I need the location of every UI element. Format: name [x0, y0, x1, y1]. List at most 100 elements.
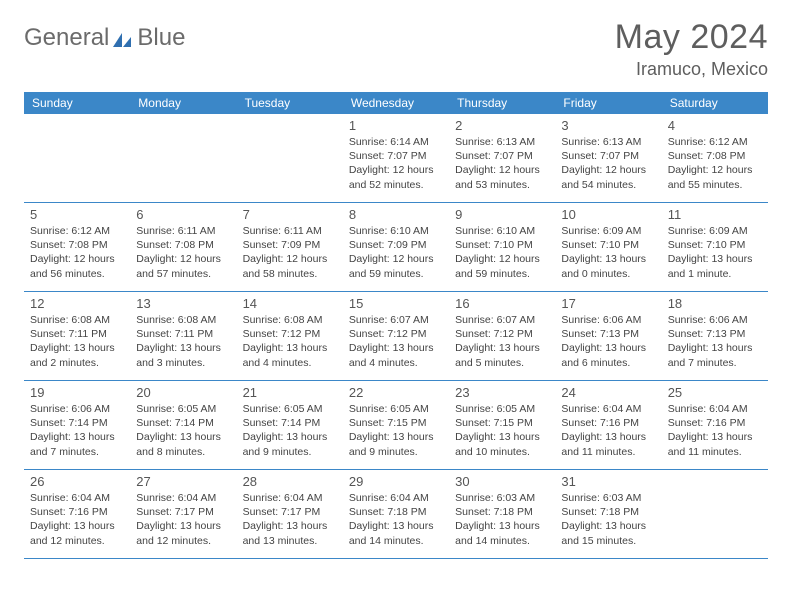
day-cell: 25 Sunrise: 6:04 AMSunset: 7:16 PMDayligh…	[662, 381, 768, 469]
day-cell: 31Sunrise: 6:03 AMSunset: 7:18 PMDayligh…	[555, 470, 661, 558]
day-number: 30	[455, 474, 549, 489]
day-number: 8	[349, 207, 443, 222]
day-number: 29	[349, 474, 443, 489]
day-detail: Sunrise: 6:04 AMSunset: 7:17 PMDaylight:…	[136, 491, 230, 548]
day-cell: 18 Sunrise: 6:06 AMSunset: 7:13 PMDayligh…	[662, 292, 768, 380]
day-cell: 30 Sunrise: 6:03 AMSunset: 7:18 PMDayligh…	[449, 470, 555, 558]
day-detail: Sunrise: 6:04 AMSunset: 7:18 PMDaylight:…	[349, 491, 443, 548]
day-cell: 1 Sunrise: 6:14 AMSunset: 7:07 PMDaylight…	[343, 114, 449, 202]
day-cell: 26 Sunrise: 6:04 AMSunset: 7:16 PMDayligh…	[24, 470, 130, 558]
day-cell: 29 Sunrise: 6:04 AMSunset: 7:18 PMDayligh…	[343, 470, 449, 558]
day-detail: Sunrise: 6:11 AMSunset: 7:08 PMDaylight:…	[136, 224, 230, 281]
day-number: 22	[349, 385, 443, 400]
day-detail: Sunrise: 6:10 AMSunset: 7:10 PMDaylight:…	[455, 224, 549, 281]
day-detail: Sunrise: 6:06 AMSunset: 7:14 PMDaylight:…	[30, 402, 124, 459]
day-cell: 28Sunrise: 6:04 AMSunset: 7:17 PMDayligh…	[237, 470, 343, 558]
day-cell: 10 Sunrise: 6:09 AMSunset: 7:10 PMDayligh…	[555, 203, 661, 291]
day-detail: Sunrise: 6:05 AMSunset: 7:15 PMDaylight:…	[455, 402, 549, 459]
day-detail: Sunrise: 6:09 AMSunset: 7:10 PMDaylight:…	[561, 224, 655, 281]
weekday-header-row: SundayMondayTuesdayWednesdayThursdayFrid…	[24, 92, 768, 114]
day-number: 16	[455, 296, 549, 311]
day-detail: Sunrise: 6:05 AMSunset: 7:15 PMDaylight:…	[349, 402, 443, 459]
day-cell: 8 Sunrise: 6:10 AMSunset: 7:09 PMDaylight…	[343, 203, 449, 291]
day-cell: 15 Sunrise: 6:07 AMSunset: 7:12 PMDayligh…	[343, 292, 449, 380]
day-detail: Sunrise: 6:08 AMSunset: 7:11 PMDaylight:…	[136, 313, 230, 370]
weekday-header: Sunday	[24, 92, 130, 114]
day-detail: Sunrise: 6:03 AMSunset: 7:18 PMDaylight:…	[561, 491, 655, 548]
day-number: 9	[455, 207, 549, 222]
day-number: 20	[136, 385, 230, 400]
day-cell: 23 Sunrise: 6:05 AMSunset: 7:15 PMDayligh…	[449, 381, 555, 469]
week-row: 26 Sunrise: 6:04 AMSunset: 7:16 PMDayligh…	[24, 470, 768, 559]
day-cell: 6 Sunrise: 6:11 AMSunset: 7:08 PMDaylight…	[130, 203, 236, 291]
weekday-header: Friday	[555, 92, 661, 114]
day-detail: Sunrise: 6:04 AMSunset: 7:16 PMDaylight:…	[561, 402, 655, 459]
day-cell: 16 Sunrise: 6:07 AMSunset: 7:12 PMDayligh…	[449, 292, 555, 380]
day-detail: Sunrise: 6:05 AMSunset: 7:14 PMDaylight:…	[243, 402, 337, 459]
day-cell: 17Sunrise: 6:06 AMSunset: 7:13 PMDayligh…	[555, 292, 661, 380]
day-cell: 5 Sunrise: 6:12 AMSunset: 7:08 PMDaylight…	[24, 203, 130, 291]
day-detail: Sunrise: 6:06 AMSunset: 7:13 PMDaylight:…	[561, 313, 655, 370]
day-cell: 4Sunrise: 6:12 AMSunset: 7:08 PMDaylight…	[662, 114, 768, 202]
day-detail: Sunrise: 6:04 AMSunset: 7:16 PMDaylight:…	[668, 402, 762, 459]
title-block: May 2024 Iramuco, Mexico	[615, 18, 768, 80]
day-number: 5	[30, 207, 124, 222]
day-cell	[130, 114, 236, 202]
day-detail: Sunrise: 6:08 AMSunset: 7:11 PMDaylight:…	[30, 313, 124, 370]
day-cell: 20 Sunrise: 6:05 AMSunset: 7:14 PMDayligh…	[130, 381, 236, 469]
day-detail: Sunrise: 6:09 AMSunset: 7:10 PMDaylight:…	[668, 224, 762, 281]
day-detail: Sunrise: 6:07 AMSunset: 7:12 PMDaylight:…	[349, 313, 443, 370]
day-detail: Sunrise: 6:07 AMSunset: 7:12 PMDaylight:…	[455, 313, 549, 370]
day-number: 24	[561, 385, 655, 400]
day-number: 1	[349, 118, 443, 133]
logo-text-blue: Blue	[137, 24, 185, 52]
logo: General Blue	[24, 18, 185, 52]
header: General Blue May 2024 Iramuco, Mexico	[24, 18, 768, 80]
day-cell: 9 Sunrise: 6:10 AMSunset: 7:10 PMDaylight…	[449, 203, 555, 291]
day-number: 6	[136, 207, 230, 222]
weekday-header: Saturday	[662, 92, 768, 114]
day-number: 21	[243, 385, 337, 400]
weekday-header: Monday	[130, 92, 236, 114]
day-detail: Sunrise: 6:10 AMSunset: 7:09 PMDaylight:…	[349, 224, 443, 281]
day-detail: Sunrise: 6:04 AMSunset: 7:17 PMDaylight:…	[243, 491, 337, 548]
day-cell: 13 Sunrise: 6:08 AMSunset: 7:11 PMDayligh…	[130, 292, 236, 380]
logo-text-gray: General	[24, 24, 109, 52]
week-row: 1 Sunrise: 6:14 AMSunset: 7:07 PMDaylight…	[24, 114, 768, 203]
day-detail: Sunrise: 6:12 AMSunset: 7:08 PMDaylight:…	[30, 224, 124, 281]
day-cell: 12Sunrise: 6:08 AMSunset: 7:11 PMDayligh…	[24, 292, 130, 380]
day-detail: Sunrise: 6:12 AMSunset: 7:08 PMDaylight:…	[668, 135, 762, 192]
day-cell: 2 Sunrise: 6:13 AMSunset: 7:07 PMDaylight…	[449, 114, 555, 202]
day-number: 15	[349, 296, 443, 311]
day-number: 14	[243, 296, 337, 311]
day-number: 3	[561, 118, 655, 133]
day-cell: 7Sunrise: 6:11 AMSunset: 7:09 PMDaylight…	[237, 203, 343, 291]
day-cell: 11 Sunrise: 6:09 AMSunset: 7:10 PMDayligh…	[662, 203, 768, 291]
day-detail: Sunrise: 6:04 AMSunset: 7:16 PMDaylight:…	[30, 491, 124, 548]
day-number: 11	[668, 207, 762, 222]
calendar: SundayMondayTuesdayWednesdayThursdayFrid…	[24, 92, 768, 559]
day-cell: 3Sunrise: 6:13 AMSunset: 7:07 PMDaylight…	[555, 114, 661, 202]
day-cell: 14Sunrise: 6:08 AMSunset: 7:12 PMDayligh…	[237, 292, 343, 380]
day-cell: 27 Sunrise: 6:04 AMSunset: 7:17 PMDayligh…	[130, 470, 236, 558]
day-number: 23	[455, 385, 549, 400]
day-number: 18	[668, 296, 762, 311]
day-number: 27	[136, 474, 230, 489]
week-row: 5 Sunrise: 6:12 AMSunset: 7:08 PMDaylight…	[24, 203, 768, 292]
day-number: 26	[30, 474, 124, 489]
day-detail: Sunrise: 6:14 AMSunset: 7:07 PMDaylight:…	[349, 135, 443, 192]
day-cell: 22 Sunrise: 6:05 AMSunset: 7:15 PMDayligh…	[343, 381, 449, 469]
logo-sail-icon	[111, 31, 133, 49]
day-number: 25	[668, 385, 762, 400]
day-detail: Sunrise: 6:13 AMSunset: 7:07 PMDaylight:…	[455, 135, 549, 192]
day-detail: Sunrise: 6:05 AMSunset: 7:14 PMDaylight:…	[136, 402, 230, 459]
weeks-container: 1 Sunrise: 6:14 AMSunset: 7:07 PMDaylight…	[24, 114, 768, 559]
day-number: 2	[455, 118, 549, 133]
weekday-header: Wednesday	[343, 92, 449, 114]
day-number: 10	[561, 207, 655, 222]
day-detail: Sunrise: 6:03 AMSunset: 7:18 PMDaylight:…	[455, 491, 549, 548]
day-number: 13	[136, 296, 230, 311]
week-row: 19Sunrise: 6:06 AMSunset: 7:14 PMDayligh…	[24, 381, 768, 470]
day-detail: Sunrise: 6:06 AMSunset: 7:13 PMDaylight:…	[668, 313, 762, 370]
location: Iramuco, Mexico	[615, 59, 768, 80]
